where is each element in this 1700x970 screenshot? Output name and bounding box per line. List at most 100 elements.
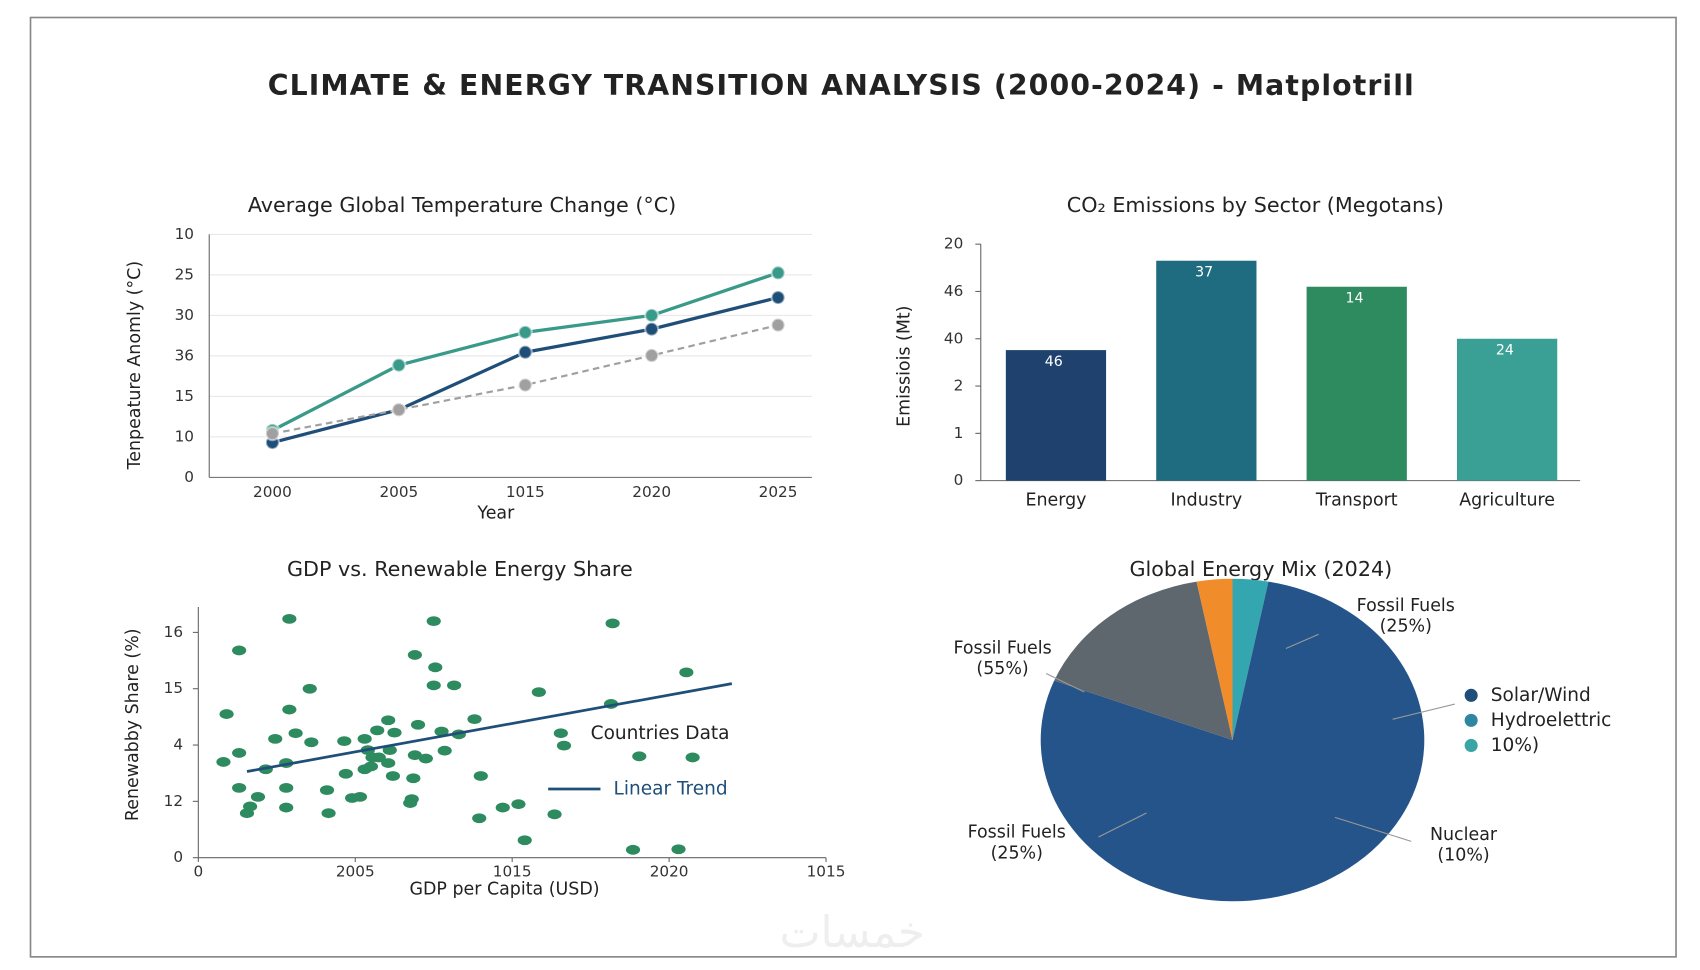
point xyxy=(605,618,620,629)
y-tick-label: 2 xyxy=(954,377,964,395)
point xyxy=(644,321,660,337)
x-tick-label: Transport xyxy=(1315,490,1398,510)
point xyxy=(370,725,385,736)
point xyxy=(232,782,247,793)
point xyxy=(434,726,449,737)
point xyxy=(302,683,317,694)
line xyxy=(272,324,779,435)
point xyxy=(363,761,379,772)
pie-annotation: Fossil Fuels xyxy=(953,638,1051,658)
pie-annotation: (25%) xyxy=(1380,617,1432,637)
chart-title: Global Energy Mix (2024) xyxy=(1129,557,1392,581)
x-axis-label: Year xyxy=(476,503,515,523)
bar-annotation: 46 xyxy=(1045,354,1063,370)
point xyxy=(517,377,533,393)
x-tick-label: 2005 xyxy=(336,862,375,880)
y-tick-label: 0 xyxy=(184,468,194,486)
point xyxy=(282,613,297,624)
point xyxy=(770,317,786,333)
x-tick-label: Agriculture xyxy=(1459,490,1555,510)
legend-label: Hydroelettric xyxy=(1491,710,1612,731)
bar xyxy=(1456,338,1558,481)
bar-annotation: 14 xyxy=(1346,291,1364,307)
x-tick-label: 2005 xyxy=(379,483,418,501)
x-tick-label: Industry xyxy=(1171,490,1243,510)
page-title: CLIMATE & ENERGY TRANSITION ANALYSIS (20… xyxy=(268,69,1415,102)
pie-slice xyxy=(1196,578,1233,740)
point xyxy=(387,727,402,738)
leader-lines xyxy=(1045,633,1455,842)
y-tick-label: 15 xyxy=(164,679,183,697)
point xyxy=(219,709,234,719)
x-tick-label: 2020 xyxy=(650,862,689,880)
y-axis-label: Emissiois (Mt) xyxy=(894,306,914,427)
x-axis-label: GDP per Capita (USD) xyxy=(410,879,600,899)
point xyxy=(352,791,368,802)
x-tick-label: 2025 xyxy=(759,483,798,501)
x-tick-label: Energy xyxy=(1025,490,1086,510)
pie-slice xyxy=(1054,581,1233,740)
point xyxy=(239,808,255,819)
legend-label: Linear Trend xyxy=(614,779,728,800)
pie-annotation: (10%) xyxy=(1437,846,1489,866)
point xyxy=(679,667,694,678)
point xyxy=(495,802,510,813)
point xyxy=(517,835,532,846)
y-tick-label: 0 xyxy=(173,848,183,866)
chart-title: CO₂ Emissions by Sector (Megotans) xyxy=(1067,193,1444,217)
point xyxy=(391,402,407,418)
y-tick-label: 10 xyxy=(175,427,194,445)
point xyxy=(556,740,572,751)
pie-slice xyxy=(1040,581,1425,902)
y-tick-label: 1 xyxy=(954,424,964,442)
y-tick-label: 46 xyxy=(944,282,963,300)
point xyxy=(319,785,335,796)
legend-label: 10%) xyxy=(1491,735,1539,756)
legend-marker xyxy=(1464,738,1478,752)
pie-annotation: Fossil Fuels xyxy=(968,823,1066,843)
point xyxy=(381,758,396,768)
pie-annotation: Fossil Fuels xyxy=(1357,596,1455,616)
x-tick-label: 1015 xyxy=(807,862,846,880)
point xyxy=(770,265,786,281)
pie-slice xyxy=(1232,578,1269,740)
point xyxy=(268,733,283,744)
legend-label: Countries Data xyxy=(591,723,730,744)
y-tick-label: 40 xyxy=(944,329,963,347)
bar xyxy=(1306,286,1407,481)
point xyxy=(426,616,441,627)
point xyxy=(632,751,647,762)
chart-title: Average Global Temperature Change (°C) xyxy=(248,193,676,217)
point xyxy=(250,791,266,802)
point xyxy=(511,799,526,810)
point xyxy=(428,662,443,673)
y-tick-label: 25 xyxy=(175,265,194,283)
point xyxy=(644,347,660,364)
point xyxy=(437,745,452,756)
y-tick-label: 12 xyxy=(164,792,183,810)
y-axis-label: Tenpeature Anomly (°C) xyxy=(125,261,145,471)
bar-annotation: 37 xyxy=(1195,265,1213,281)
point xyxy=(216,757,231,767)
point xyxy=(232,645,247,656)
point xyxy=(547,809,562,820)
pie-annotation: Nuclear xyxy=(1430,825,1498,845)
pie-annotation: (25%) xyxy=(991,843,1043,863)
point xyxy=(685,752,700,763)
y-tick-label: 10 xyxy=(175,225,194,243)
legend-label: Solar/Wind xyxy=(1491,685,1591,706)
point xyxy=(264,426,281,442)
point xyxy=(403,798,418,808)
y-tick-label: 4 xyxy=(173,736,183,754)
point xyxy=(426,680,441,691)
point xyxy=(365,752,380,763)
point xyxy=(671,844,686,855)
y-tick-label: 16 xyxy=(164,623,183,641)
point xyxy=(644,307,660,323)
point xyxy=(232,748,247,758)
bar xyxy=(1156,260,1257,481)
point xyxy=(385,771,401,781)
y-tick-label: 15 xyxy=(175,387,194,405)
point xyxy=(467,714,482,725)
